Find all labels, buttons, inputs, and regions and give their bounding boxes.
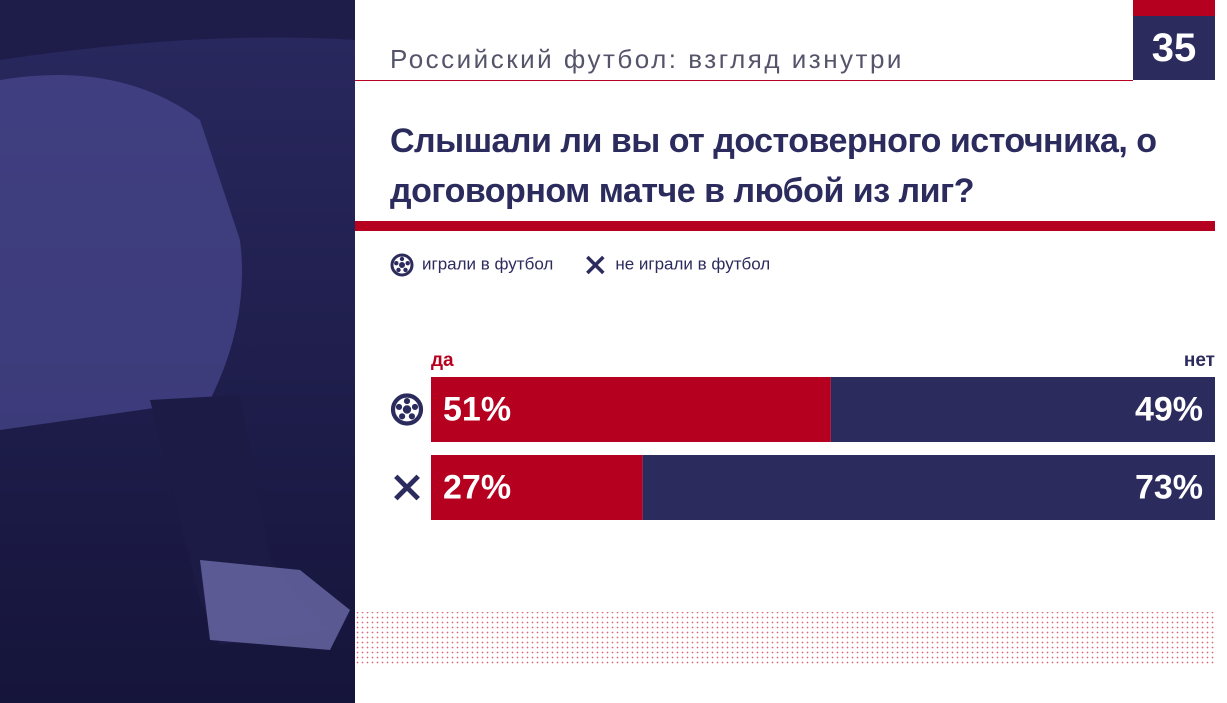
title-rule (355, 221, 1215, 231)
chart-title: Слышали ли вы от достоверного источника,… (390, 122, 1157, 210)
bar-segment (431, 377, 831, 442)
background-photo (0, 0, 355, 703)
series-label: да (431, 350, 454, 371)
series-label: нет (1184, 350, 1215, 371)
bar-segment (642, 455, 1215, 520)
value-label: 27% (443, 468, 511, 506)
dot-pattern (355, 612, 1215, 665)
chart: играли в футбол не играли в футбол да нет 51… (355, 253, 1215, 665)
row-icon (393, 396, 421, 424)
row-icon (396, 476, 418, 498)
legend-icon (585, 255, 606, 275)
legend-icon (390, 253, 414, 277)
bar-segment (431, 455, 643, 520)
bar-segment (830, 377, 1215, 442)
page-number: 35 (1133, 16, 1215, 80)
value-label: 73% (1135, 468, 1203, 506)
legend-label: играли в футбол (422, 254, 553, 273)
header-title: Российский футбол: взгляд изнутри (390, 44, 904, 74)
header-rule (355, 80, 1133, 81)
value-label: 49% (1135, 390, 1203, 428)
value-label: 51% (443, 390, 511, 428)
page-number-strip (1133, 0, 1215, 16)
legend-label: не играли в футбол (615, 254, 770, 273)
